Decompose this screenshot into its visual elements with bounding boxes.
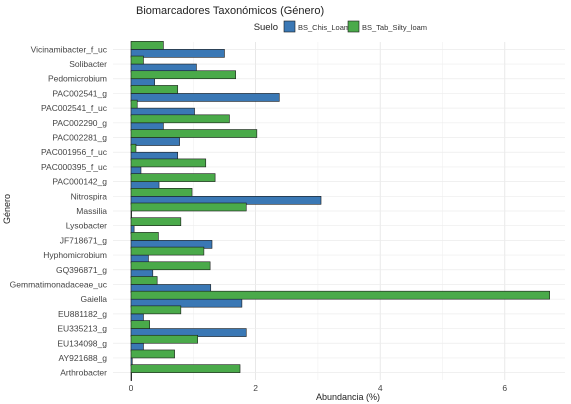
bar-BS_Tab_Silty_loam-GQ396871_g	[130, 261, 211, 271]
y-tick-label: Solibacter	[69, 59, 107, 69]
bar-BS_Tab_Silty_loam-Arthrobacter	[130, 364, 241, 373]
bar-BS_Tab_Silty_loam-Pedomicrobium	[130, 70, 236, 80]
y-tick-label: PAC001956_f_uc	[41, 147, 108, 157]
bar-BS_Chis_Loamy-PAC002541_g	[130, 93, 280, 102]
bar-BS_Tab_Silty_loam-PAC002290_g	[130, 114, 230, 124]
y-tick-labels: Vicinamibacter_f_uc Solibacter Pedomicrobi…	[10, 44, 108, 377]
bar-BS_Tab_Silty_loam-Vicinamibacter_f_uc	[130, 41, 164, 50]
legend-title: Suelo	[254, 22, 278, 33]
y-tick-label: PAC002541_g	[52, 88, 107, 98]
legend-label: BS_Tab_Silty_loam	[362, 23, 427, 32]
bar-BS_Tab_Silty_loam-PAC001956_f_uc	[130, 143, 137, 153]
y-tick-label: JF718671_g	[60, 235, 108, 245]
y-tick-label: PAC000142_g	[52, 177, 107, 187]
y-tick-label: PAC002290_g	[52, 118, 107, 128]
bar-BS_Tab_Silty_loam-Massilia	[130, 202, 247, 212]
bar-BS_Tab_Silty_loam-PAC002541_f_uc	[130, 99, 138, 109]
bar-BS_Tab_Silty_loam-PAC000395_f_uc	[130, 158, 207, 168]
y-tick-label: GQ396871_g	[56, 265, 107, 275]
bars	[130, 41, 550, 381]
x-tick-labels: 0 2 4 6	[129, 383, 508, 393]
bar-BS_Tab_Silty_loam-Gemmatimonadaceae_uc	[130, 276, 158, 285]
x-tick-label: 6	[502, 383, 507, 393]
x-tick-label: 4	[378, 383, 383, 393]
y-tick-label: Massilia	[76, 206, 107, 216]
y-tick-label: Gaiella	[81, 294, 108, 304]
x-axis-label: Abundancia (%)	[316, 392, 380, 402]
y-tick-label: EU335213_g	[57, 324, 107, 334]
legend-swatch-BS_Tab_Silty_loam	[347, 20, 360, 33]
y-tick-label: Arthrobacter	[60, 368, 107, 378]
y-tick-label: Gemmatimonadaceae_uc	[10, 279, 108, 289]
legend: Suelo BS_Chis_Loamy BS_Tab_Silty_loam	[254, 20, 427, 33]
bar-BS_Tab_Silty_loam-JF718671_g	[130, 232, 159, 241]
bar-BS_Tab_Silty_loam-Solibacter	[130, 55, 144, 65]
x-tick-label: 0	[129, 383, 134, 393]
bar-BS_Tab_Silty_loam-EU881182_g	[130, 305, 182, 315]
y-tick-label: Hyphomicrobium	[43, 250, 107, 260]
bar-BS_Tab_Silty_loam-AY921688_g	[130, 349, 175, 359]
bar-BS_Chis_Loamy-Arthrobacter	[130, 372, 132, 381]
y-tick-label: Nitrospira	[71, 191, 108, 201]
bar-BS_Chis_Loamy-PAC002281_g	[130, 137, 180, 146]
x-tick-label: 2	[253, 383, 258, 393]
bar-BS_Tab_Silty_loam-EU335213_g	[130, 320, 150, 329]
bar-BS_Tab_Silty_loam-EU134098_g	[130, 334, 198, 344]
chart-title: Biomarcadores Taxonómicos (Género)	[136, 5, 324, 17]
legend-swatch-BS_Chis_Loamy	[283, 20, 296, 33]
y-tick-label: EU134098_g	[57, 338, 107, 348]
y-tick-label: PAC000395_f_uc	[41, 162, 108, 172]
bar-BS_Chis_Loamy-Vicinamibacter_f_uc	[130, 49, 225, 58]
y-tick-label: PAC002541_f_uc	[41, 103, 108, 113]
y-tick-label: Vicinamibacter_f_uc	[31, 44, 108, 54]
y-tick-label: Pedomicrobium	[48, 74, 107, 84]
bar-BS_Tab_Silty_loam-Lysobacter	[130, 217, 182, 226]
bar-BS_Tab_Silty_loam-PAC002541_g	[130, 85, 179, 94]
y-tick-label: Lysobacter	[66, 221, 107, 231]
bar-BS_Tab_Silty_loam-Gaiella	[130, 290, 550, 300]
y-tick-label: AY921688_g	[58, 353, 107, 363]
y-tick-label: EU881182_g	[58, 309, 107, 319]
y-tick-label: PAC002281_g	[52, 133, 107, 143]
bar-BS_Tab_Silty_loam-PAC002281_g	[130, 129, 258, 138]
legend-label: BS_Chis_Loamy	[298, 23, 354, 32]
bar-BS_Tab_Silty_loam-PAC000142_g	[130, 173, 216, 182]
bar-BS_Tab_Silty_loam-Hyphomicrobium	[130, 246, 205, 256]
bar-BS_Tab_Silty_loam-Nitrospira	[130, 188, 193, 197]
y-axis-label: Género	[2, 194, 12, 224]
